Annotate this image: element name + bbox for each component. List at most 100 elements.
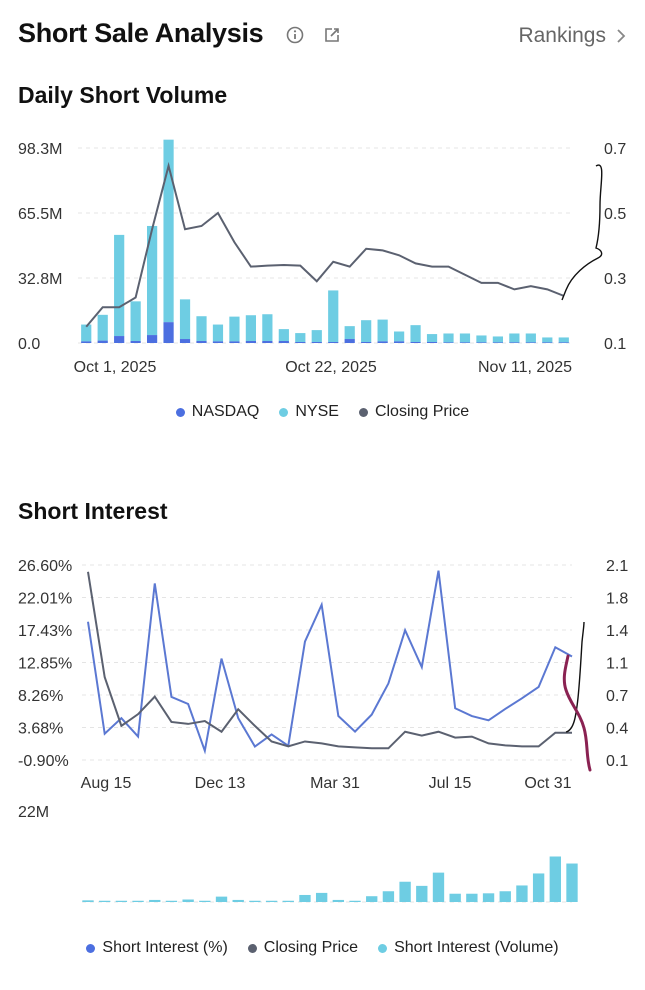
bar-nyse bbox=[426, 334, 438, 343]
daily-short-volume-chart: 98.3M 65.5M 32.8M 0.0 0.7 0.5 0.3 0.1 Oct 1, 202… bbox=[18, 139, 626, 376]
bar-short-interest-volume bbox=[349, 900, 361, 902]
bar-short-interest-volume bbox=[566, 863, 578, 902]
series-line-si-closing-price bbox=[87, 571, 572, 750]
bar-nasdaq bbox=[361, 342, 372, 343]
x-tick-label: Nov 11, 2025 bbox=[478, 359, 572, 376]
bar-nasdaq bbox=[311, 342, 322, 343]
y-left-tick: 65.5M bbox=[18, 206, 62, 223]
bar-short-interest-volume bbox=[449, 893, 461, 902]
y-right-tick: 1.1 bbox=[606, 656, 628, 673]
bar-nyse bbox=[361, 320, 372, 343]
bar-nasdaq bbox=[377, 341, 388, 343]
legend-nyse[interactable]: NYSE bbox=[279, 403, 339, 421]
legend-short-interest-pct[interactable]: Short Interest (%) bbox=[86, 939, 228, 957]
y-right-tick: 0.7 bbox=[606, 688, 628, 705]
bar-short-interest-volume bbox=[482, 893, 495, 902]
y-left-tick: 0.0 bbox=[18, 336, 40, 353]
bar-nyse bbox=[278, 329, 289, 342]
y-right-tick: 0.3 bbox=[604, 271, 626, 288]
bar-nasdaq bbox=[179, 339, 191, 343]
short-interest-title: Short Interest bbox=[18, 498, 168, 524]
bar-nasdaq bbox=[476, 342, 487, 343]
bar-short-interest-volume bbox=[115, 900, 128, 902]
legend-dot-nyse bbox=[279, 407, 289, 417]
bar-nyse bbox=[459, 333, 471, 343]
bar-short-interest-volume bbox=[165, 900, 178, 902]
y-left-tick: 32.8M bbox=[18, 271, 62, 288]
legend-label-nyse: NYSE bbox=[295, 403, 339, 420]
annotation-stroke bbox=[561, 164, 603, 301]
bar-nasdaq bbox=[212, 341, 224, 343]
legend-label-short-interest-pct: Short Interest (%) bbox=[102, 939, 228, 956]
bar-nasdaq bbox=[229, 341, 240, 343]
y-left-tick: -0.90% bbox=[18, 753, 69, 770]
short-interest-chart: 26.60% 22.01% 17.43% 12.85% 8.26% 3.68% -0.90%… bbox=[18, 558, 628, 903]
bar-nyse bbox=[344, 326, 355, 340]
legend-closing-price[interactable]: Closing Price bbox=[358, 403, 470, 421]
bar-nyse bbox=[97, 314, 108, 341]
bar-nasdaq bbox=[130, 341, 141, 343]
x-tick-label: Dec 13 bbox=[195, 775, 246, 792]
series-line-short-interest-pct bbox=[87, 570, 573, 755]
rankings-link[interactable]: Rankings bbox=[518, 24, 627, 48]
bar-short-interest-volume bbox=[182, 899, 194, 902]
bar-nasdaq bbox=[163, 322, 174, 343]
y-right-tick: 2.1 bbox=[606, 558, 628, 575]
bar-short-interest-volume bbox=[99, 900, 111, 902]
bar-short-interest-volume bbox=[249, 900, 261, 902]
legend-dot-short-interest-pct bbox=[86, 943, 96, 953]
chevron-right-icon bbox=[617, 29, 626, 43]
bar-nyse bbox=[311, 330, 322, 343]
bar-nasdaq bbox=[393, 341, 405, 343]
daily-short-volume-title: Daily Short Volume bbox=[18, 82, 228, 108]
bar-short-interest-volume bbox=[82, 900, 94, 902]
y-right-tick: 1.4 bbox=[606, 623, 628, 640]
bar-short-interest-volume bbox=[382, 891, 395, 902]
bar-nyse bbox=[262, 314, 273, 342]
bar-short-interest-volume bbox=[215, 896, 228, 902]
y-left-tick: 12.85% bbox=[18, 656, 72, 673]
bar-short-interest-volume bbox=[466, 893, 478, 902]
bar-nyse bbox=[558, 337, 569, 343]
y-left-tick: 98.3M bbox=[18, 141, 62, 158]
bar-short-interest-volume bbox=[366, 896, 378, 902]
legend-si-closing-price[interactable]: Closing Price bbox=[247, 939, 359, 957]
bar-nasdaq bbox=[443, 342, 454, 343]
y-right-tick: 1.8 bbox=[606, 591, 628, 608]
bar-nasdaq bbox=[97, 340, 108, 343]
legend-dot-nasdaq bbox=[175, 407, 185, 417]
legend-label-si-closing-price: Closing Price bbox=[263, 939, 359, 956]
bar-nyse bbox=[163, 139, 174, 323]
bar-nyse bbox=[476, 335, 487, 343]
legend-label-closing-price: Closing Price bbox=[374, 403, 470, 420]
legend-nasdaq[interactable]: NASDAQ bbox=[175, 403, 260, 421]
bar-nasdaq bbox=[262, 341, 273, 343]
bar-nasdaq bbox=[558, 342, 569, 343]
x-tick-label: Oct 1, 2025 bbox=[74, 359, 157, 376]
y-left-tick: 26.60% bbox=[18, 558, 72, 575]
bar-nasdaq bbox=[278, 341, 289, 343]
bar-nyse bbox=[492, 336, 504, 343]
y-right-tick: 0.7 bbox=[604, 141, 626, 158]
series-line-closing-price bbox=[85, 161, 565, 328]
x-tick-label: Aug 15 bbox=[81, 775, 132, 792]
legend-dot-short-interest-volume bbox=[378, 943, 388, 953]
bar-nyse bbox=[393, 331, 405, 342]
bar-nyse bbox=[114, 234, 125, 337]
bar-nasdaq bbox=[410, 342, 421, 343]
legend-label-nasdaq: NASDAQ bbox=[191, 403, 260, 420]
share-icon[interactable] bbox=[323, 26, 341, 44]
legend-short-interest-volume[interactable]: Short Interest (Volume) bbox=[378, 939, 559, 957]
info-icon[interactable] bbox=[286, 26, 304, 44]
bar-short-interest-volume bbox=[416, 885, 428, 902]
bar-nyse bbox=[81, 324, 92, 342]
bar-short-interest-volume bbox=[432, 872, 445, 902]
bar-nasdaq bbox=[245, 341, 257, 343]
bar-short-interest-volume bbox=[149, 899, 161, 902]
bar-short-interest-volume bbox=[499, 891, 511, 902]
y-left-tick: 22.01% bbox=[18, 591, 72, 608]
bar-short-interest-volume bbox=[315, 892, 328, 902]
y-left-tick: 3.68% bbox=[18, 721, 63, 738]
y-right-tick: 0.5 bbox=[604, 206, 626, 223]
bar-short-interest-volume bbox=[282, 900, 294, 902]
